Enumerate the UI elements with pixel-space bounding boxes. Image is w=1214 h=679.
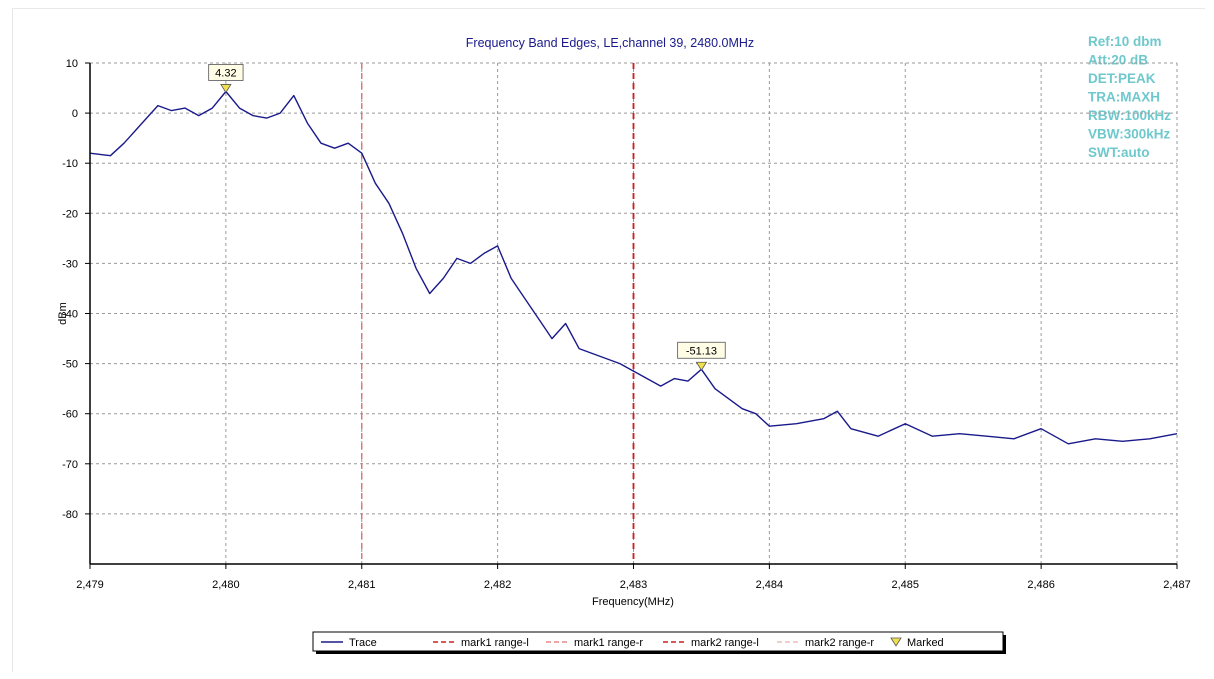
trace-series	[89, 90, 1178, 445]
legend-box	[312, 631, 1004, 652]
legend: Trace mark1 range-l mark1 range-r mark2 ran…	[312, 631, 1006, 654]
axes	[89, 63, 1177, 565]
marked-point-box	[208, 64, 244, 81]
settings-line: Att:20 dB	[1088, 53, 1148, 68]
y-tick-label: 0	[72, 108, 78, 120]
x-tick-label: 2,482	[484, 579, 512, 591]
x-tick-label: 2,480	[212, 579, 240, 591]
settings-line: RBW:100kHz	[1088, 108, 1171, 123]
y-tick-label: -60	[62, 409, 78, 421]
marked-point-icon	[220, 84, 232, 94]
x-tick-label: 2,486	[1027, 579, 1055, 591]
marked-point-label: -51.13	[686, 345, 717, 357]
axis-ticks: 2,479 2,480 2,481 2,482 2,483 2,484 2,485 2,486…	[62, 58, 1191, 591]
settings-line: DET:PEAK	[1088, 71, 1156, 86]
x-tick-label: 2,479	[76, 579, 104, 591]
y-tick-label: -70	[62, 459, 78, 471]
x-tick-label: 2,485	[891, 579, 919, 591]
legend-label: Trace	[349, 637, 377, 649]
y-tick-label: -20	[62, 208, 78, 220]
marked-points: 4.32 -51.13	[208, 64, 726, 372]
x-tick-label: 2,487	[1163, 579, 1191, 591]
marked-point-box	[677, 341, 726, 359]
marked-point-icon	[695, 361, 708, 372]
x-tick-label: 2,484	[756, 579, 784, 591]
settings-line: TRA:MAXH	[1088, 90, 1160, 105]
trace-line	[89, 90, 1178, 445]
y-axis-label: dBm	[57, 302, 69, 325]
settings-line: VBW:300kHz	[1088, 127, 1171, 142]
grid	[90, 62, 1178, 564]
legend-label: mark2 range-r	[805, 637, 874, 649]
legend-label: mark1 range-l	[461, 637, 529, 649]
x-axis-label: Frequency(MHz)	[592, 596, 674, 608]
analyzer-settings: Ref:10 dbm Att:20 dB DET:PEAK TRA:MAXH RBW:1…	[1088, 34, 1171, 160]
x-tick-label: 2,481	[348, 579, 376, 591]
settings-line: SWT:auto	[1088, 145, 1150, 160]
legend-label: Marked	[907, 637, 944, 649]
settings-line: Ref:10 dbm	[1088, 34, 1162, 49]
y-tick-label: 10	[66, 58, 78, 70]
chart-title: Frequency Band Edges, LE,channel 39, 248…	[466, 36, 754, 50]
y-tick-label: -40	[62, 309, 78, 321]
y-tick-label: -50	[62, 359, 78, 371]
legend-label: mark2 range-l	[691, 637, 759, 649]
y-tick-label: -10	[62, 158, 78, 170]
marked-point-label: 4.32	[215, 67, 236, 79]
marker-lines	[361, 63, 635, 564]
legend-label: mark1 range-r	[574, 637, 643, 649]
x-tick-label: 2,483	[620, 579, 648, 591]
marked-legend-icon	[890, 637, 902, 647]
chart-panel	[12, 8, 1205, 672]
y-tick-label: -80	[62, 509, 78, 521]
y-tick-label: -30	[62, 258, 78, 270]
